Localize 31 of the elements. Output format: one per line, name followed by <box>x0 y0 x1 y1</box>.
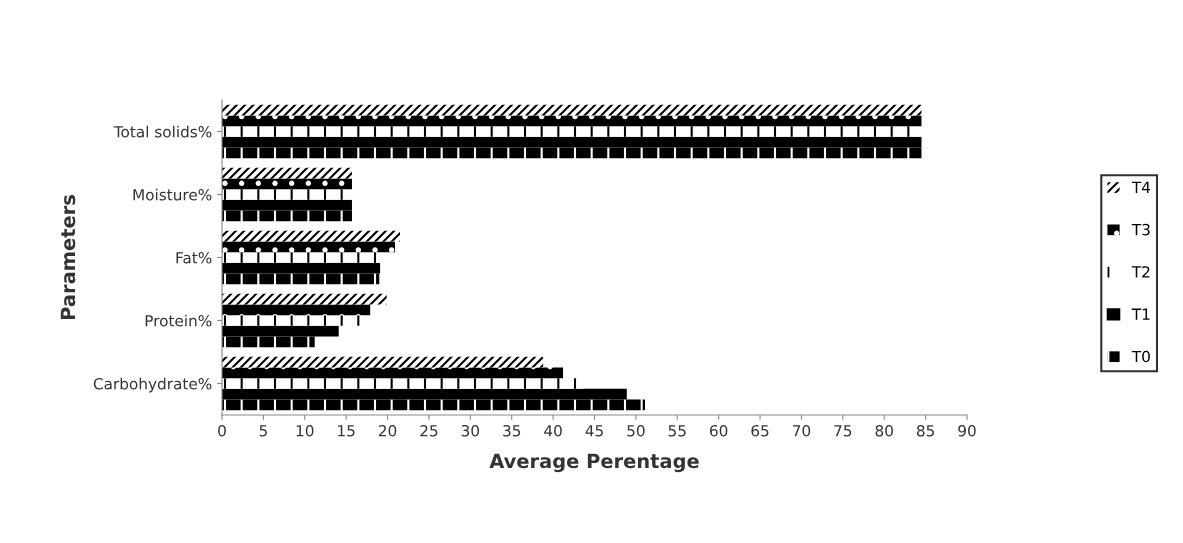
x-tick-label: 90 <box>958 424 976 437</box>
x-tick-label: 30 <box>461 424 480 437</box>
x-tick-label: 70 <box>792 424 811 437</box>
y-tick-label: Moisture% <box>133 188 212 201</box>
x-tick-label: 25 <box>420 424 438 437</box>
x-tick-label: 5 <box>259 425 267 437</box>
x-tick-label: 40 <box>544 424 562 437</box>
y-tick-label: Carbohydrate% <box>93 377 212 393</box>
x-tick-label: 60 <box>710 424 728 437</box>
y-tick-label: Protein% <box>145 314 212 327</box>
y-axis-title: Parameters <box>60 195 76 320</box>
x-tick-label: 65 <box>751 424 769 437</box>
legend-label: T2 <box>1131 266 1150 278</box>
x-tick-label: 85 <box>916 424 934 437</box>
x-tick-label: 15 <box>338 425 355 437</box>
y-tick-label: Fat% <box>176 251 212 264</box>
x-tick-label: 50 <box>627 424 645 437</box>
legend-label: T0 <box>1131 350 1150 363</box>
x-tick-label: 20 <box>378 424 397 437</box>
x-tick-label: 75 <box>834 425 852 437</box>
x-tick-label: 45 <box>585 425 603 437</box>
x-tick-label: 35 <box>503 424 521 437</box>
x-tick-label: 0 <box>218 424 226 437</box>
legend-label: T1 <box>1131 308 1150 320</box>
y-tick-label: Total solids% <box>113 125 212 138</box>
x-tick-label: 55 <box>668 425 686 437</box>
legend-label: T3 <box>1131 223 1150 236</box>
x-axis-title: Average Perentage <box>489 453 699 473</box>
x-tick-label: 10 <box>296 424 314 437</box>
legend-label: T4 <box>1131 181 1151 193</box>
x-tick-label: 80 <box>875 424 893 437</box>
